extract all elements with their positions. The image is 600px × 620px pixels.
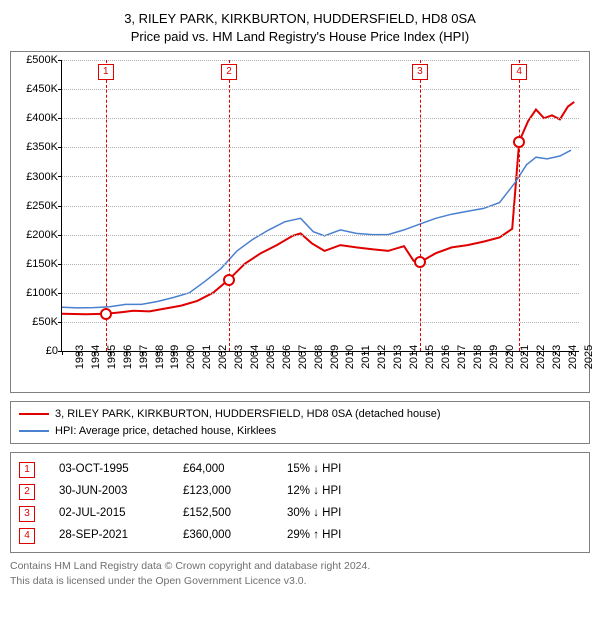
y-tick-label: £250K — [26, 200, 58, 212]
series-price_paid — [62, 102, 574, 314]
y-tick-label: £100K — [26, 287, 58, 299]
transaction-row: 2 30-JUN-2003 £123,000 12% ↓ HPI — [19, 481, 581, 503]
marker-dot-3 — [414, 256, 426, 268]
marker-box-1: 1 — [98, 64, 114, 80]
legend-swatch — [19, 430, 49, 432]
series-hpi — [62, 150, 571, 308]
transaction-date: 28-SEP-2021 — [59, 525, 159, 547]
transaction-diff: 29% ↑ HPI — [287, 525, 377, 547]
y-tick-label: £450K — [26, 83, 58, 95]
chart-title-block: 3, RILEY PARK, KIRKBURTON, HUDDERSFIELD,… — [10, 10, 590, 45]
chart-container: £0 £50K £100K £150K £200K £250K £300K £350K £400… — [10, 51, 590, 393]
transaction-row: 4 28-SEP-2021 £360,000 29% ↑ HPI — [19, 525, 581, 547]
transaction-diff: 15% ↓ HPI — [287, 459, 377, 481]
legend-label: 3, RILEY PARK, KIRKBURTON, HUDDERSFIELD,… — [55, 406, 441, 423]
marker-line-2 — [229, 60, 230, 351]
title-line-2: Price paid vs. HM Land Registry's House … — [10, 28, 590, 46]
marker-dot-2 — [223, 274, 235, 286]
transaction-diff: 30% ↓ HPI — [287, 503, 377, 525]
y-tick-label: £500K — [26, 54, 58, 66]
transaction-date: 03-OCT-1995 — [59, 459, 159, 481]
marker-box-3: 3 — [412, 64, 428, 80]
y-tick-label: £50K — [32, 316, 58, 328]
y-tick-label: £300K — [26, 171, 58, 183]
y-tick-label: £150K — [26, 258, 58, 270]
footer-attribution: Contains HM Land Registry data © Crown c… — [10, 559, 590, 587]
y-tick-label: £200K — [26, 229, 58, 241]
marker-line-3 — [420, 60, 421, 351]
legend-item-price_paid: 3, RILEY PARK, KIRKBURTON, HUDDERSFIELD,… — [19, 406, 581, 423]
transaction-marker: 1 — [19, 462, 35, 478]
footer-line-1: Contains HM Land Registry data © Crown c… — [10, 559, 590, 573]
legend-label: HPI: Average price, detached house, Kirk… — [55, 423, 276, 440]
transaction-price: £123,000 — [183, 481, 263, 503]
marker-box-4: 4 — [511, 64, 527, 80]
transaction-date: 30-JUN-2003 — [59, 481, 159, 503]
transaction-marker: 3 — [19, 506, 35, 522]
title-line-1: 3, RILEY PARK, KIRKBURTON, HUDDERSFIELD,… — [10, 10, 590, 28]
legend-swatch — [19, 413, 49, 415]
legend-item-hpi: HPI: Average price, detached house, Kirk… — [19, 423, 581, 440]
y-tick-label: £350K — [26, 141, 58, 153]
marker-dot-1 — [100, 308, 112, 320]
transaction-row: 3 02-JUL-2015 £152,500 30% ↓ HPI — [19, 503, 581, 525]
marker-line-4 — [519, 60, 520, 351]
y-tick-label: £0 — [46, 345, 58, 357]
marker-dot-4 — [513, 136, 525, 148]
transaction-price: £64,000 — [183, 459, 263, 481]
transaction-price: £360,000 — [183, 525, 263, 547]
transaction-marker: 4 — [19, 528, 35, 544]
y-tick-label: £400K — [26, 112, 58, 124]
footer-line-2: This data is licensed under the Open Gov… — [10, 574, 590, 588]
transaction-date: 02-JUL-2015 — [59, 503, 159, 525]
transactions-table: 1 03-OCT-1995 £64,000 15% ↓ HPI 2 30-JUN-2003… — [10, 452, 590, 553]
transaction-marker: 2 — [19, 484, 35, 500]
transaction-price: £152,500 — [183, 503, 263, 525]
transaction-row: 1 03-OCT-1995 £64,000 15% ↓ HPI — [19, 459, 581, 481]
transaction-diff: 12% ↓ HPI — [287, 481, 377, 503]
x-tick-label: 2025 — [571, 345, 595, 369]
plot-area: £0£50K£100K£150K£200K£250K£300K£350K£400… — [61, 60, 579, 352]
legend: 3, RILEY PARK, KIRKBURTON, HUDDERSFIELD,… — [10, 401, 590, 444]
marker-box-2: 2 — [221, 64, 237, 80]
